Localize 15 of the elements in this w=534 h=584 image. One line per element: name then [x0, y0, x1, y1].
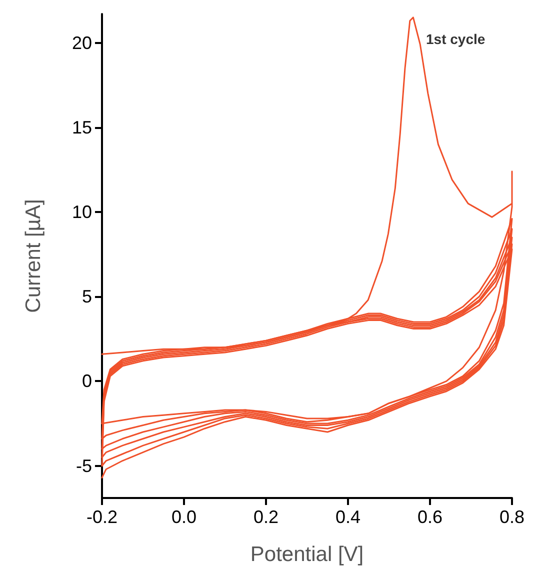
y-tick-label: 15: [72, 117, 92, 138]
x-tick-label: 0.4: [335, 507, 361, 527]
y-tick-label: 10: [72, 202, 92, 222]
y-tick-label: 20: [72, 32, 92, 53]
x-axis-title: Potential [V]: [250, 543, 364, 566]
annotation: 1st cycle: [426, 31, 486, 47]
x-tick-label: 0.8: [499, 507, 525, 527]
x-tick-label: 0.6: [417, 507, 443, 527]
y-tick-label: 0: [82, 371, 92, 392]
x-tick-label: 0.0: [171, 507, 197, 527]
x-tick-label: 0.2: [253, 507, 279, 527]
x-tick-label: -0.2: [86, 507, 118, 527]
y-tick-label: 5: [82, 286, 92, 307]
y-tick-label: -5: [76, 456, 92, 476]
y-axis-title: Current [µA]: [22, 199, 45, 313]
